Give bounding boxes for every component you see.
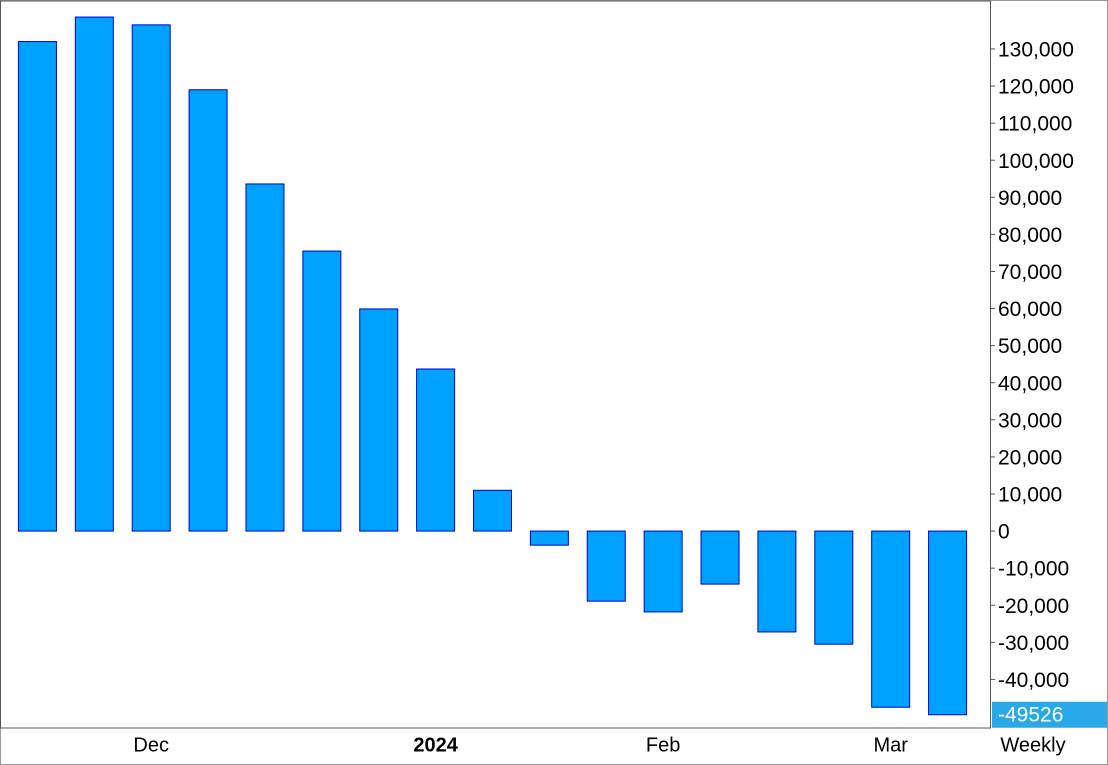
last-value-label: -49526 (998, 703, 1063, 726)
bar (473, 489, 512, 532)
y-tick-label: 0 (998, 521, 1010, 544)
y-tick-label: 130,000 (998, 39, 1074, 62)
last-value-box (992, 701, 1107, 728)
bar (643, 530, 683, 613)
y-tick-label: 10,000 (998, 484, 1062, 507)
bar (17, 41, 57, 532)
y-tick-label: 60,000 (998, 298, 1062, 321)
y-tick-label: 70,000 (998, 261, 1062, 284)
bar (245, 183, 285, 532)
y-tick-label: 80,000 (998, 224, 1062, 247)
bar (871, 530, 911, 708)
period-label: Weekly (1000, 734, 1065, 756)
bar (928, 530, 968, 716)
y-tick-label: 20,000 (998, 446, 1062, 469)
bar (814, 530, 854, 645)
y-tick-label: 40,000 (998, 372, 1062, 395)
bar (74, 16, 114, 532)
x-tick-label: 2024 (413, 734, 458, 756)
y-tick-label: -10,000 (998, 558, 1069, 581)
x-tick-label: Dec (133, 734, 169, 756)
bar (131, 24, 171, 532)
bar (586, 530, 626, 602)
y-tick-label: 110,000 (998, 113, 1072, 136)
y-tick-label: -30,000 (998, 632, 1069, 655)
x-tick-label: Mar (873, 734, 908, 756)
bar (302, 250, 342, 532)
y-tick-label: 120,000 (998, 76, 1074, 99)
bar (757, 530, 797, 633)
y-tick-label: 30,000 (998, 409, 1062, 432)
bar (359, 308, 399, 532)
y-tick-label: 100,000 (998, 150, 1074, 173)
bar (529, 530, 569, 546)
bar (416, 368, 456, 532)
y-tick-label: -40,000 (998, 669, 1069, 692)
x-tick-label: Feb (646, 734, 680, 756)
bar (188, 89, 228, 532)
y-tick-label: 90,000 (998, 187, 1062, 210)
y-tick-label: -20,000 (998, 595, 1069, 618)
bar (700, 530, 740, 585)
y-tick-label: 50,000 (998, 335, 1062, 358)
